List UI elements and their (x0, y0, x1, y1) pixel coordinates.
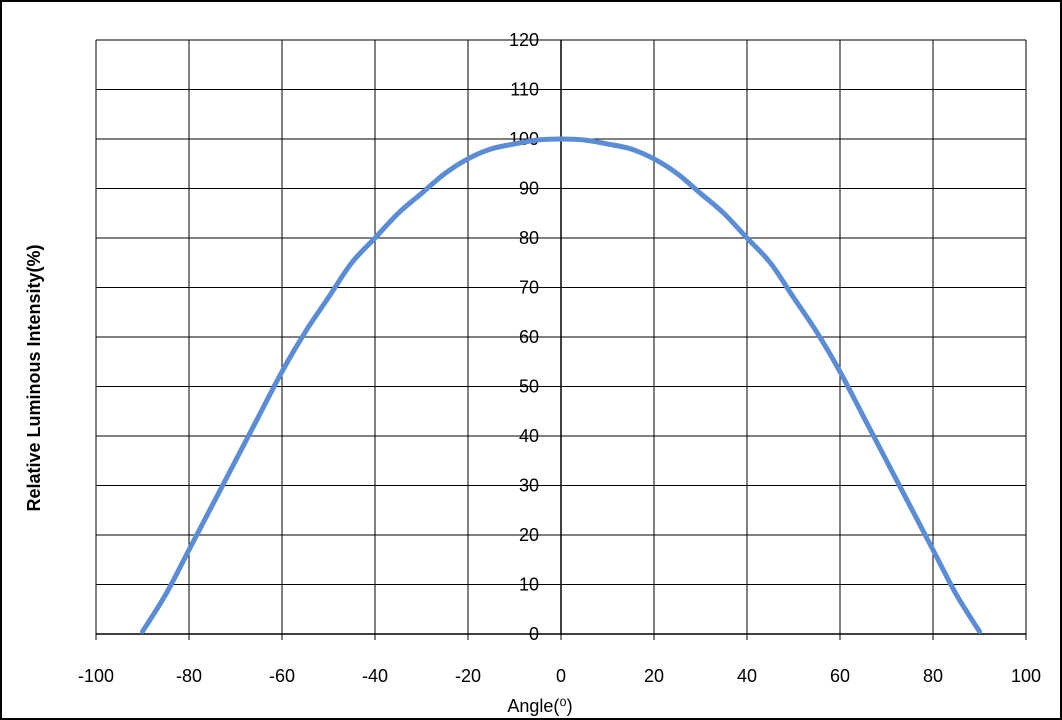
y-tick-label: 110 (510, 80, 539, 100)
y-tick-label: 0 (529, 624, 539, 644)
y-tick-label: 120 (509, 30, 539, 50)
y-tick-label: 50 (519, 377, 539, 397)
y-tick-label: 10 (519, 575, 539, 595)
data-series (140, 136, 982, 635)
y-tick-label: 20 (519, 525, 539, 545)
y-tick-label: 80 (519, 228, 539, 248)
x-tick-label: -40 (362, 666, 388, 686)
x-axis-title: Angle(⁰) (507, 696, 572, 716)
y-tick-label: 30 (519, 476, 539, 496)
x-tick-label: -80 (176, 666, 202, 686)
series-line (140, 136, 982, 635)
y-tick-label: 90 (519, 179, 539, 199)
y-tick-label: 40 (519, 426, 539, 446)
x-tick-label: -20 (455, 666, 481, 686)
x-tick-label: 100 (1011, 666, 1041, 686)
x-tick-label: 60 (830, 666, 850, 686)
x-tick-labels: -100 -80 -60 -40 -20 0 20 40 60 80 100 (78, 666, 1041, 686)
x-tick-label: 80 (923, 666, 943, 686)
x-tick-label: 40 (737, 666, 757, 686)
y-tick-label: 70 (519, 278, 539, 298)
x-tick-label: 20 (644, 666, 664, 686)
x-tick-label: -60 (269, 666, 295, 686)
y-tick-label: 60 (519, 327, 539, 347)
x-tick-label: 0 (556, 666, 566, 686)
x-tick-label: -100 (78, 666, 114, 686)
y-axis-title: Relative Luminous Intensity(%) (24, 244, 44, 511)
